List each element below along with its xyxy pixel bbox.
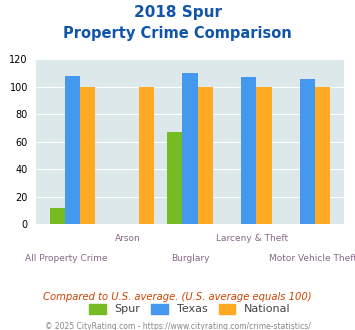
Bar — [315, 87, 330, 224]
Bar — [167, 132, 182, 224]
Text: Property Crime Comparison: Property Crime Comparison — [63, 26, 292, 41]
Bar — [139, 87, 154, 224]
Text: Compared to U.S. average. (U.S. average equals 100): Compared to U.S. average. (U.S. average … — [43, 292, 312, 302]
Text: Arson: Arson — [115, 234, 141, 243]
Bar — [241, 77, 256, 224]
Text: 2018 Spur: 2018 Spur — [133, 5, 222, 20]
Bar — [182, 73, 198, 224]
Bar — [80, 87, 95, 224]
Text: Burglary: Burglary — [171, 254, 209, 263]
Text: © 2025 CityRating.com - https://www.cityrating.com/crime-statistics/: © 2025 CityRating.com - https://www.city… — [45, 322, 310, 330]
Bar — [198, 87, 213, 224]
Legend: Spur, Texas, National: Spur, Texas, National — [84, 299, 295, 319]
Bar — [300, 79, 315, 224]
Text: Motor Vehicle Theft: Motor Vehicle Theft — [269, 254, 355, 263]
Bar — [50, 208, 65, 224]
Bar — [65, 76, 80, 224]
Text: Larceny & Theft: Larceny & Theft — [215, 234, 288, 243]
Bar — [256, 87, 272, 224]
Text: All Property Crime: All Property Crime — [25, 254, 108, 263]
